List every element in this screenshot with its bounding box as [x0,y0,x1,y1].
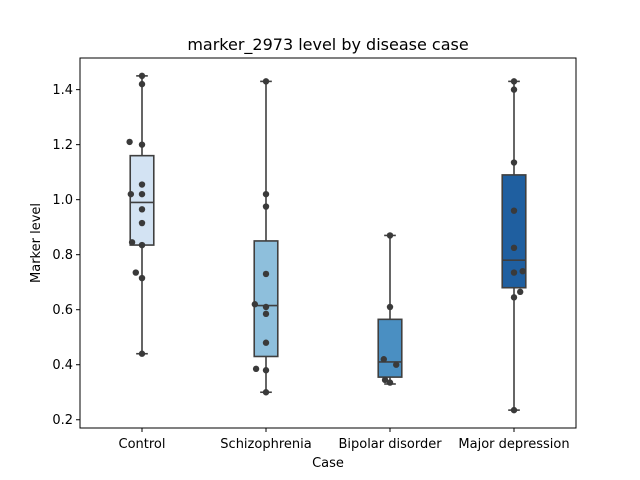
data-point [510,159,518,166]
x-axis-label: Case [312,456,344,471]
data-point [510,406,518,414]
y-tick-label: 0.6 [52,303,73,318]
data-point [262,270,270,278]
data-point [252,365,260,373]
data-point [138,219,146,227]
data-point [510,207,518,214]
data-point [380,356,387,363]
data-point [251,301,259,308]
y-tick-label: 1.0 [52,193,73,208]
data-point [138,190,146,198]
data-point [510,269,518,276]
y-tick-label: 0.4 [52,358,73,373]
data-point [262,203,270,210]
data-point [138,350,146,357]
plot-area: 0.2 0.4 0.6 0.8 1.0 1.2 1.4 Control Schizophreni… [52,57,577,452]
data-point [138,206,146,213]
data-point [132,269,139,276]
data-point [393,361,400,368]
data-point [128,239,136,246]
data-point [381,376,389,384]
x-tick-label: Schizophrenia [220,437,311,452]
data-point [138,80,146,88]
box-control [129,154,155,246]
y-axis-label: Marker level [29,203,44,283]
data-point [262,303,270,311]
x-tick-label: Bipolar disorder [338,437,442,452]
data-point [127,190,135,198]
chart-title: marker_2973 level by disease case [187,35,468,55]
data-point [262,310,270,318]
data-point [510,78,518,85]
data-point [262,339,270,346]
y-tick-label: 0.2 [52,413,73,428]
data-point [262,78,270,85]
data-point [386,232,394,239]
x-tick-label: Control [119,437,166,452]
data-point [510,244,518,252]
data-point [138,181,146,188]
box-bipolar-disorder [377,318,403,378]
x-tick-label: Major depression [458,437,569,452]
data-point [138,274,146,282]
data-point [126,138,133,146]
data-point [517,288,524,296]
box-schizophrenia [253,240,279,358]
data-point [386,379,394,386]
data-point [510,86,518,93]
data-point [519,267,526,275]
plot-frame [79,57,577,429]
data-point [138,141,146,148]
data-point [510,294,518,301]
y-tick-label: 1.4 [52,83,73,98]
data-point [138,241,146,249]
data-point [262,190,270,198]
y-tick-label: 0.8 [52,248,73,263]
data-point [262,389,270,396]
y-tick-label: 1.2 [52,138,73,153]
data-point [262,367,270,374]
data-point [386,303,394,311]
data-point [138,72,146,80]
